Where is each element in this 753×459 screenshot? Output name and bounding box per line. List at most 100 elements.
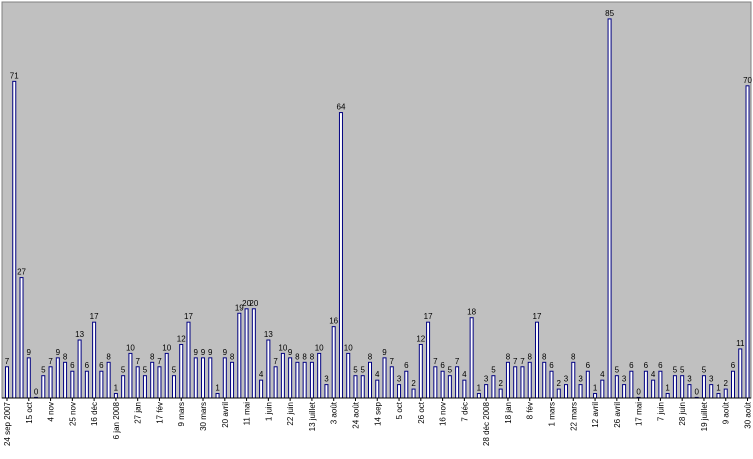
bar [723, 388, 728, 399]
bar-value-label: 20 [249, 299, 258, 308]
x-tick-label: 30 août [744, 401, 753, 428]
bar [164, 352, 169, 399]
bar-value-label: 64 [337, 103, 346, 112]
bar-value-label: 7 [5, 357, 10, 366]
bar [317, 352, 322, 399]
x-tick-label: 1 juin [264, 402, 273, 421]
bar-value-label: 6 [629, 361, 634, 370]
bar-value-label: 6 [731, 361, 736, 370]
bar [542, 361, 547, 399]
bar-value-label: 8 [571, 352, 576, 361]
bar-value-label: 8 [106, 352, 111, 361]
bar [585, 370, 590, 399]
bar [237, 312, 242, 399]
bar [179, 343, 184, 399]
bar [433, 366, 438, 399]
bar-value-label: 3 [564, 375, 569, 384]
bar-value-label: 3 [397, 375, 402, 384]
bar-value-label: 9 [201, 348, 206, 357]
x-tick-label: 16 déc [90, 402, 99, 426]
x-tick-label: 17 fév [155, 402, 164, 424]
x-tick-label: 3 août [330, 401, 339, 424]
bar-value-label: 8 [542, 352, 547, 361]
bar-value-label: 5 [673, 366, 678, 375]
x-tick-label: 12 avril [591, 402, 600, 428]
bar-value-label: 7 [157, 357, 162, 366]
bar [295, 361, 300, 399]
bar [709, 384, 714, 399]
bar [26, 357, 31, 399]
bar-value-label: 3 [622, 375, 627, 384]
bar [643, 370, 648, 399]
bar-value-label: 7 [520, 357, 525, 366]
bar-value-label: 8 [527, 352, 532, 361]
bar-value-label: 2 [724, 379, 729, 388]
x-tick-label: 16 nov [439, 402, 448, 426]
bar-value-label: 3 [484, 375, 489, 384]
bar [491, 375, 496, 399]
bar [273, 366, 278, 399]
bar-value-label: 7 [390, 357, 395, 366]
bar [171, 375, 176, 399]
x-tick-label: 24 août [351, 401, 360, 428]
x-tick-label: 14 sep [373, 401, 382, 426]
bar-value-label: 10 [315, 343, 324, 352]
bar [389, 366, 394, 399]
bar [731, 370, 735, 399]
bar [738, 348, 743, 399]
bar-value-label: 1 [665, 384, 670, 393]
bar [426, 321, 431, 399]
bar [222, 357, 227, 399]
bar [201, 357, 206, 399]
bar [128, 352, 133, 399]
bar-value-label: 7 [273, 357, 278, 366]
bar [600, 379, 605, 399]
bar [331, 326, 336, 399]
bar-value-label: 0 [636, 387, 641, 396]
bar [150, 361, 155, 399]
x-tick-label: 5 oct [395, 401, 404, 419]
bar [564, 384, 569, 399]
bar-value-label: 4 [375, 370, 380, 379]
bar-value-label: 1 [593, 384, 598, 393]
x-tick-label: 26 avril [613, 402, 622, 428]
bar-value-label: 5 [491, 366, 496, 375]
bar [440, 370, 445, 399]
bar [505, 361, 510, 399]
x-tick-label: 1 mars [548, 402, 557, 426]
bar [534, 321, 539, 399]
bar [208, 357, 213, 399]
bar-value-label: 8 [63, 352, 68, 361]
bar-value-label: 17 [184, 312, 193, 321]
bar [215, 393, 220, 399]
x-tick-label: 18 jan [504, 402, 513, 424]
x-tick-label: 25 nov [68, 402, 77, 426]
x-tick-label: 9 août [722, 401, 731, 424]
bar-value-label: 4 [651, 370, 656, 379]
bar [338, 112, 343, 399]
bar [404, 370, 409, 399]
bar-value-label: 7 [513, 357, 518, 366]
x-tick-label: 9 mars [177, 402, 186, 426]
bar-value-label: 12 [177, 334, 186, 343]
bar-value-label: 19 [235, 303, 244, 312]
bar [716, 393, 721, 399]
bar [135, 366, 140, 399]
bar-value-label: 1 [716, 384, 721, 393]
x-tick-label: 20 avril [221, 402, 230, 428]
bar [672, 375, 677, 399]
bar-value-label: 5 [680, 366, 685, 375]
x-tick-label: 19 juillet [700, 401, 709, 431]
bar [142, 375, 147, 399]
bar [397, 384, 402, 399]
bar [230, 361, 235, 399]
bar-value-label: 8 [368, 352, 373, 361]
bar-value-label: 5 [615, 366, 620, 375]
bar-value-label: 1 [114, 384, 119, 393]
bar [77, 339, 82, 399]
bar-value-label: 6 [658, 361, 663, 370]
x-tick-label: 28 déc 2008 [482, 401, 491, 446]
bar-value-label: 6 [99, 361, 104, 370]
